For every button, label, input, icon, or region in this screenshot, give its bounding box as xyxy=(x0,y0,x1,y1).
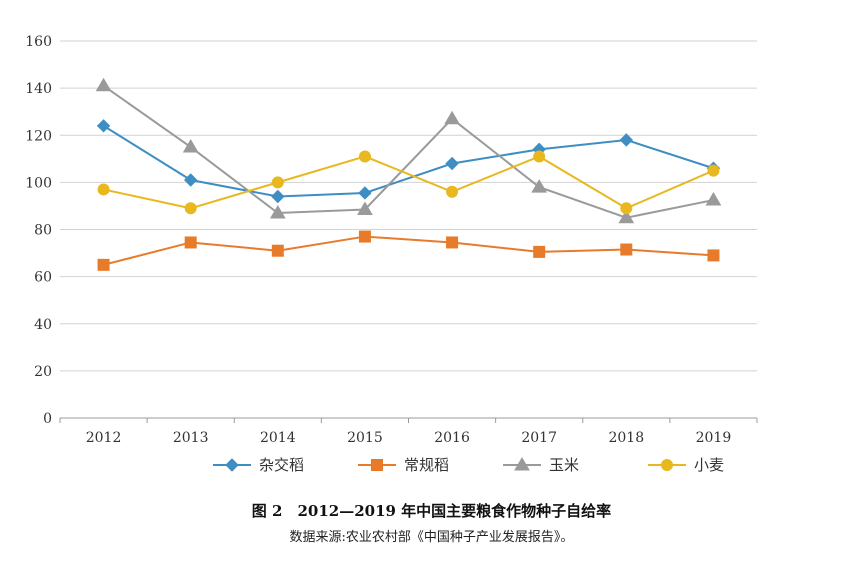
y-tick-label: 20 xyxy=(34,364,52,380)
data-point xyxy=(620,243,633,256)
x-tick-label: 2014 xyxy=(260,430,296,446)
gridlines xyxy=(60,40,757,419)
y-tick-label: 140 xyxy=(25,81,52,97)
data-point xyxy=(618,209,635,224)
data-point xyxy=(271,189,285,204)
legend: 杂交稻 常规稻 玉米 小麦 xyxy=(213,456,724,474)
legend-marker xyxy=(661,459,673,471)
y-tick-label: 160 xyxy=(25,34,52,50)
data-point xyxy=(533,150,546,163)
y-tick-label: 100 xyxy=(25,175,52,191)
x-tick-label: 2012 xyxy=(86,430,122,446)
data-point xyxy=(533,245,546,258)
data-point xyxy=(184,202,197,215)
y-tick-label: 120 xyxy=(25,128,52,144)
x-tick-label: 2017 xyxy=(521,430,557,446)
series-2 xyxy=(97,230,720,271)
data-point xyxy=(95,77,112,92)
legend-marker xyxy=(514,457,530,471)
data-point xyxy=(97,183,110,196)
data-point xyxy=(619,133,634,147)
series-1 xyxy=(96,119,721,204)
data-point xyxy=(96,119,111,133)
x-axis: 2012 2013 2014 2015 2016 2017 2018 2019 xyxy=(59,418,758,446)
x-tick-label: 2013 xyxy=(173,430,209,446)
legend-label: 常规稻 xyxy=(404,456,449,474)
data-point xyxy=(184,236,197,249)
data-point xyxy=(97,258,110,271)
data-point xyxy=(358,186,372,200)
series-lines xyxy=(95,77,722,271)
legend-marker xyxy=(225,458,239,472)
data-point xyxy=(271,244,284,257)
data-point xyxy=(183,173,198,187)
data-point xyxy=(444,110,460,125)
data-point xyxy=(358,150,371,163)
chart-title: 图 2 2012—2019 年中国主要粮食作物种子自给率 xyxy=(251,502,612,520)
x-tick-label: 2018 xyxy=(608,430,644,446)
legend-label: 小麦 xyxy=(694,456,724,474)
data-point xyxy=(707,164,720,177)
y-axis: 0 20 40 60 80 100 120 140 160 xyxy=(25,34,52,427)
legend-item: 常规稻 xyxy=(358,456,449,474)
legend-item: 小麦 xyxy=(648,456,724,474)
series-line xyxy=(103,124,714,198)
series-4 xyxy=(97,150,720,215)
data-point xyxy=(705,192,722,206)
data-point xyxy=(531,179,548,193)
series-line xyxy=(103,235,714,266)
data-point xyxy=(445,156,459,171)
y-tick-label: 60 xyxy=(34,270,52,286)
data-point xyxy=(271,176,284,189)
x-tick-label: 2019 xyxy=(696,430,732,446)
x-tick-label: 2016 xyxy=(434,430,470,446)
legend-label: 杂交稻 xyxy=(259,456,304,474)
x-tick-label: 2015 xyxy=(347,430,383,446)
data-point xyxy=(269,205,286,219)
series-line xyxy=(102,84,714,219)
legend-item: 杂交稻 xyxy=(213,456,304,474)
source-note: 数据来源:农业农村部《中国种子产业发展报告》。 xyxy=(289,530,574,545)
data-point xyxy=(357,201,373,215)
y-tick-label: 40 xyxy=(34,317,52,333)
series-3 xyxy=(95,77,722,224)
legend-marker xyxy=(371,459,383,471)
data-point xyxy=(446,185,459,198)
y-tick-label: 80 xyxy=(34,223,52,239)
data-point xyxy=(620,202,633,215)
data-point xyxy=(707,249,720,262)
legend-item: 玉米 xyxy=(503,456,579,474)
legend-label: 玉米 xyxy=(549,456,579,474)
data-point xyxy=(358,230,371,243)
data-point xyxy=(446,236,459,249)
y-tick-label: 0 xyxy=(43,411,52,427)
data-point xyxy=(182,139,199,153)
series-line xyxy=(103,155,714,210)
